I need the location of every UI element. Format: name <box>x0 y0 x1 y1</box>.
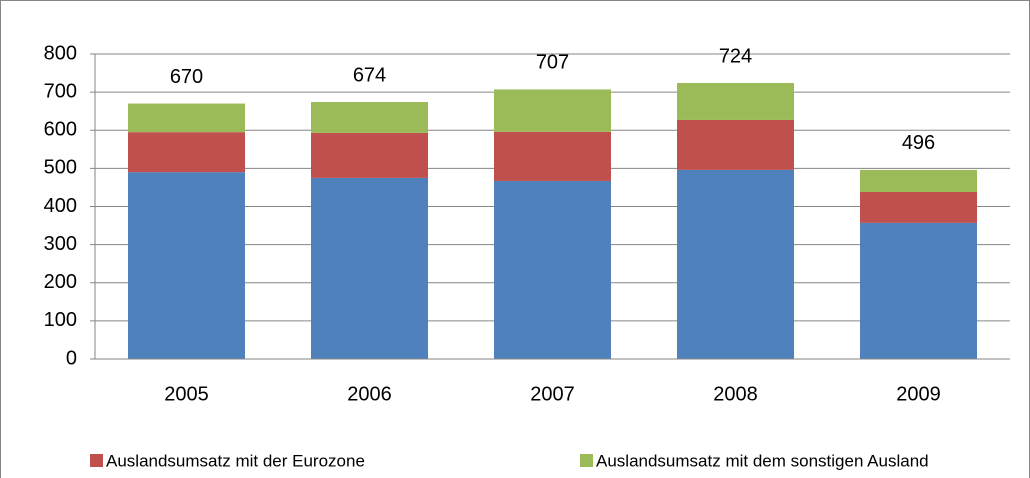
bar-segment <box>311 132 428 178</box>
bar-segment <box>860 222 977 359</box>
y-tick-label: 600 <box>44 119 77 141</box>
bar-segment <box>128 172 245 359</box>
bar-segment <box>128 132 245 173</box>
bar-segment <box>311 102 428 133</box>
bar-segment <box>677 119 794 170</box>
legend-swatch <box>580 454 593 467</box>
total-label: 496 <box>902 132 935 154</box>
y-tick-label: 300 <box>44 233 77 255</box>
total-label: 674 <box>353 64 386 86</box>
bar-segment <box>860 169 977 193</box>
y-tick-label: 100 <box>44 309 77 331</box>
bar-segment <box>677 82 794 120</box>
total-label: 707 <box>536 52 569 74</box>
x-tick-label: 2005 <box>164 383 209 405</box>
legend-label: Auslandsumsatz mit dem sonstigen Ausland <box>596 451 929 470</box>
y-tick-label: 400 <box>44 195 77 217</box>
legend-swatch <box>90 454 103 467</box>
bar-segment <box>677 169 794 359</box>
total-label: 724 <box>719 45 752 67</box>
y-tick-label: 0 <box>66 347 77 369</box>
y-tick-label: 500 <box>44 157 77 179</box>
x-tick-label: 2008 <box>713 383 758 405</box>
y-tick-label: 800 <box>44 42 77 64</box>
y-tick-label: 700 <box>44 80 77 102</box>
bar-segment <box>494 131 611 181</box>
bar-segment <box>494 89 611 132</box>
total-label: 670 <box>170 66 203 88</box>
legend-label: Auslandsumsatz mit der Eurozone <box>106 451 365 470</box>
x-tick-label: 2007 <box>530 383 575 405</box>
bar-segment <box>128 103 245 133</box>
x-tick-label: 2009 <box>896 383 941 405</box>
x-tick-label: 2006 <box>347 383 392 405</box>
y-tick-label: 200 <box>44 271 77 293</box>
bar-segment <box>311 177 428 359</box>
bar-segment <box>494 180 611 359</box>
bar-segment <box>860 192 977 223</box>
